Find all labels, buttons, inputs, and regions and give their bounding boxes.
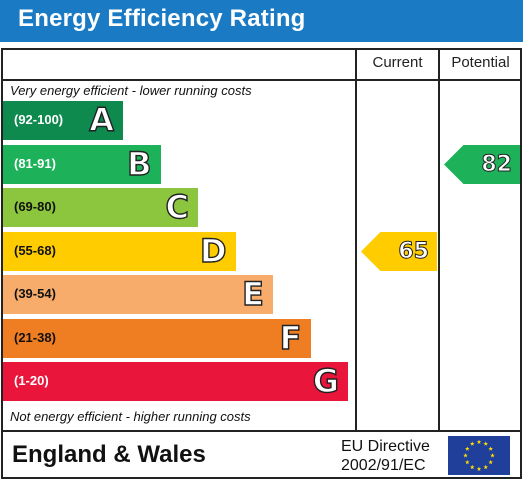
band-range-label: (1-20) — [14, 373, 49, 388]
bottom-note: Not energy efficient - higher running co… — [10, 409, 251, 424]
region-label: England & Wales — [12, 441, 206, 468]
directive-line2: 2002/91/EC — [341, 457, 426, 474]
band-f: (21-38) F — [3, 318, 311, 358]
flag-star — [488, 446, 493, 451]
potential-rating-value: 82 — [481, 151, 513, 177]
band-g: (1-20) G — [3, 361, 348, 401]
band-letter-label: A — [89, 100, 115, 139]
flag-star — [465, 459, 470, 465]
band-range-label: (92-100) — [14, 112, 64, 127]
current-column-header: Current — [372, 54, 423, 71]
flag-star — [465, 446, 470, 451]
header-divider — [1, 79, 522, 81]
band-letter-label: G — [312, 361, 340, 400]
flag-star — [488, 459, 493, 465]
current-rating-value: 65 — [398, 238, 430, 264]
band-letter-label: E — [241, 274, 264, 313]
band-range-label: (69-80) — [14, 199, 56, 214]
band-a: (92-100) A — [3, 100, 123, 140]
potential-column-header: Potential — [451, 54, 510, 71]
flag-star — [490, 453, 495, 458]
potential-rating-arrow — [444, 144, 520, 184]
flag-star — [476, 439, 482, 444]
potential-column-divider — [438, 48, 440, 432]
band-range-label: (39-54) — [14, 286, 56, 301]
band-letter-label: D — [199, 231, 227, 270]
flag-star — [463, 453, 468, 458]
band-range-label: (55-68) — [14, 242, 56, 258]
footer-divider — [1, 430, 522, 432]
band-range-label: (21-38) — [14, 329, 56, 345]
band-letter-label: C — [165, 187, 190, 226]
band-letter-label: F — [279, 318, 302, 357]
page-title: Energy Efficiency Rating — [18, 5, 306, 32]
band-d: (55-68) D — [3, 231, 236, 271]
current-rating-arrow — [361, 231, 437, 271]
band-e: (39-54) E — [3, 274, 273, 314]
title-bar: Energy Efficiency Rating — [0, 0, 523, 42]
flag-star — [469, 441, 475, 446]
directive-line1: EU Directive — [341, 438, 430, 455]
top-note: Very energy efficient - lower running co… — [10, 83, 252, 98]
rating-frame — [1, 48, 522, 479]
band-c: (69-80) C — [3, 187, 198, 227]
flag-star — [476, 466, 482, 471]
band-range-label: (81-91) — [14, 155, 56, 171]
flag-star — [483, 464, 489, 470]
eu-flag-icon — [448, 436, 510, 475]
flag-star — [483, 441, 489, 446]
band-b: (81-91) B — [3, 144, 161, 184]
flag-star — [469, 464, 475, 470]
band-letter-label: B — [126, 144, 152, 183]
current-column-divider — [355, 48, 357, 432]
